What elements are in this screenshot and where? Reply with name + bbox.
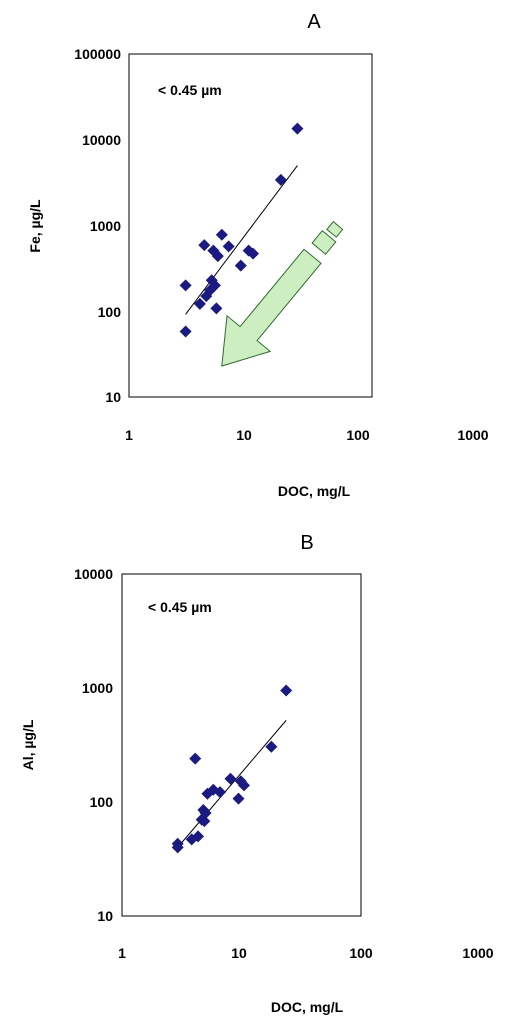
panel-b-point	[199, 807, 212, 820]
panel-b-xtick-100: 100	[349, 945, 373, 961]
panel-a-xtick-1000: 1000	[457, 427, 488, 443]
panel-a-point	[198, 239, 211, 252]
panel-a: A < 0.45 µm 10 100 1000 10000 100000 1 1…	[27, 11, 489, 499]
panel-a-points	[179, 122, 304, 338]
panel-a-xtick-1: 1	[125, 427, 133, 443]
panel-b-xtick-1000: 1000	[462, 945, 493, 961]
panel-b-trendline-group	[177, 720, 287, 848]
panel-a-xtick-100: 100	[346, 427, 370, 443]
panel-b-point	[189, 752, 202, 765]
panel-a-arrow-tail-block-2	[311, 229, 337, 255]
panel-a-ytick-10: 10	[105, 389, 121, 405]
panel-b-ytick-10000: 10000	[74, 566, 113, 582]
panel-a-point	[208, 279, 221, 292]
panel-a-point	[234, 259, 247, 272]
panel-a-point	[207, 244, 220, 257]
panel-b-y-axis-label: Al, µg/L	[20, 719, 36, 770]
panel-a-ytick-1000: 1000	[90, 218, 121, 234]
panel-b-points	[171, 684, 293, 854]
panel-a-arrow-group	[221, 220, 344, 367]
panel-b-point	[198, 815, 211, 828]
panel-b-plot-area	[121, 573, 362, 917]
panel-a-point	[179, 325, 192, 338]
panel-b-point	[265, 740, 278, 753]
panel-a-point	[215, 228, 228, 241]
panel-a-trendline	[185, 165, 298, 315]
panel-a-plot-area	[128, 53, 373, 398]
panel-a-point	[193, 297, 206, 310]
panel-a-y-axis-label: Fe, µg/L	[27, 199, 43, 253]
panel-a-point	[179, 279, 192, 292]
panel-a-arrow	[221, 248, 322, 367]
panel-a-ytick-100: 100	[98, 304, 122, 320]
panel-b: B < 0.45 µm 10 100 1000 10000 1 10 100 1…	[20, 532, 494, 1015]
panel-b-x-axis-label: DOC, mg/L	[271, 999, 344, 1015]
panel-a-point	[247, 247, 260, 260]
panel-b-point	[171, 841, 184, 854]
panel-b-annotation: < 0.45 µm	[148, 599, 212, 615]
panel-b-point	[280, 684, 293, 697]
panel-b-point	[224, 772, 237, 785]
panel-b-point	[238, 779, 251, 792]
panel-a-xtick-10: 10	[236, 427, 252, 443]
panel-b-point	[232, 792, 245, 805]
panel-a-point	[242, 244, 255, 257]
panel-b-trendline	[177, 720, 287, 848]
panel-b-xtick-10: 10	[231, 945, 247, 961]
panel-a-label: A	[307, 11, 321, 33]
panel-a-arrow-tail-block-1	[326, 220, 344, 238]
panel-b-ytick-100: 100	[90, 794, 114, 810]
panel-b-ytick-10: 10	[97, 908, 113, 924]
panel-b-point	[214, 786, 227, 799]
panel-a-point	[222, 240, 235, 253]
panel-a-point	[211, 250, 224, 263]
panel-a-point	[274, 173, 287, 186]
panel-a-ytick-100000: 100000	[74, 46, 121, 62]
panel-a-point	[291, 122, 304, 135]
panel-a-ytick-10000: 10000	[82, 132, 121, 148]
panel-a-point	[210, 302, 223, 315]
panel-b-point	[192, 830, 205, 843]
panel-b-ytick-1000: 1000	[82, 680, 113, 696]
panel-b-xtick-1: 1	[118, 945, 126, 961]
panel-b-label: B	[300, 532, 313, 554]
panel-a-trendline-group	[185, 165, 298, 315]
panel-a-x-axis-label: DOC, mg/L	[278, 483, 351, 499]
panel-a-annotation: < 0.45 µm	[158, 82, 222, 98]
